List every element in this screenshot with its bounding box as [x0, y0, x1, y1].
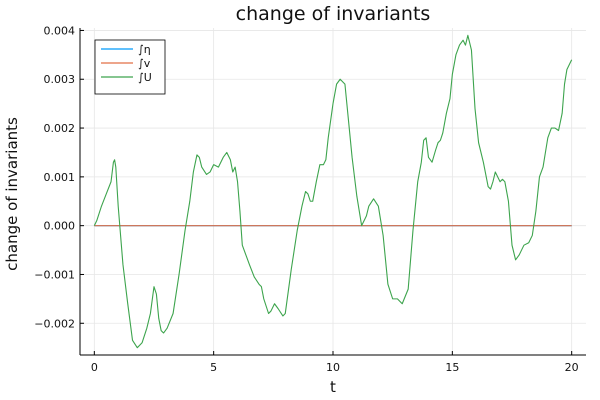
x-tick-label-4: 20 [565, 361, 579, 374]
x-tick-label-3: 15 [445, 361, 459, 374]
y-tick-label-4: 0.002 [44, 122, 76, 135]
y-tick-label-0: −0.002 [34, 317, 75, 330]
x-tick-label-2: 10 [326, 361, 340, 374]
y-axis-title: change of invariants [3, 117, 21, 271]
y-tick-label-5: 0.003 [44, 73, 76, 86]
legend: ∫η∫v∫U [94, 39, 166, 95]
chart-title: change of invariants [236, 3, 431, 25]
plot-area: 0 5 10 15 20 −0.002 −0.001 0.000 0.001 0.002 0.003… [34, 24, 586, 374]
x-axis-title: t [330, 378, 336, 396]
x-tick-label-0: 0 [91, 361, 98, 374]
legend-label-1: ∫v [138, 57, 151, 70]
legend-label-2: ∫U [138, 71, 152, 84]
legend-label-0: ∫η [138, 43, 151, 56]
y-tick-label-1: −0.001 [34, 268, 75, 281]
series-line-2 [93, 34, 573, 349]
x-tick-label-1: 5 [210, 361, 217, 374]
y-tick-label-6: 0.004 [44, 24, 76, 37]
y-tick-label-2: 0.000 [44, 220, 76, 233]
legend-box [94, 39, 166, 95]
y-tick-label-3: 0.001 [44, 171, 76, 184]
